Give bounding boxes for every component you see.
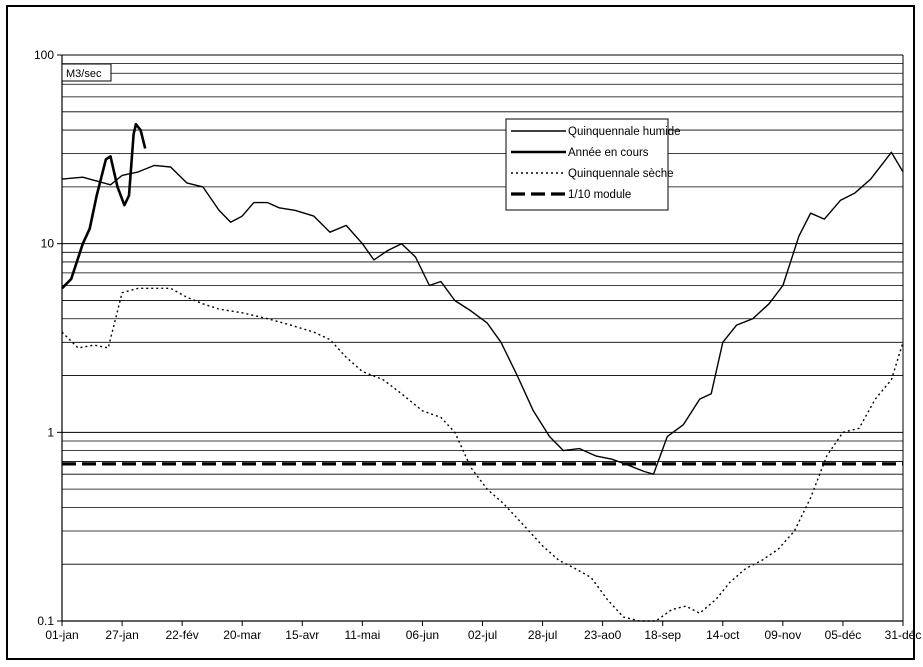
series-line-0 (61, 151, 904, 475)
x-tick-label: 23-ao0 (584, 628, 622, 642)
x-tick-label: 14-oct (706, 628, 740, 642)
x-tick-label: 15-avr (285, 628, 319, 642)
x-tick-label: 06-jun (406, 628, 439, 642)
legend-label-2: Quinquennale sèche (568, 168, 674, 180)
x-tick-label: 27-jan (105, 628, 138, 642)
x-tick-label: 18-sep (644, 628, 681, 642)
chart-frame (6, 5, 915, 660)
x-tick-label: 22-fév (165, 628, 198, 642)
y-tick-label: 1 (47, 425, 54, 439)
y-tick-label: 10 (41, 237, 55, 251)
x-tick-label: 31-déc (885, 628, 922, 642)
unit-label: M3/sec (66, 68, 102, 80)
x-tick-label: 05-déc (825, 628, 862, 642)
series-line-2 (61, 287, 904, 622)
x-tick-label: 01-jan (45, 628, 78, 642)
axis-layer: 0.1 1 10 100 01-jan 27-jan 22-fév 20-mar 15-avr 1… (34, 48, 921, 642)
series-layer (61, 122, 904, 622)
legend-label-1: Année en cours (568, 147, 649, 159)
x-tick-label: 09-nov (765, 628, 802, 642)
legend-label-3: 1/10 module (568, 189, 631, 201)
x-tick-label: 11-mai (344, 628, 380, 642)
y-tick-label: 100 (34, 48, 54, 62)
x-tick-label: 20-mar (223, 628, 261, 642)
grid (62, 54, 903, 622)
unit-label-box: M3/sec (61, 63, 112, 82)
x-tick-label: 02-jul (468, 628, 497, 642)
series-line-1 (61, 122, 147, 290)
x-tick-label: 28-jul (528, 628, 557, 642)
legend: Quinquennale humide Année en cours Quinque… (505, 118, 681, 211)
legend-label-0: Quinquennale humide (568, 126, 681, 138)
y-tick-label: 0.1 (37, 614, 54, 628)
